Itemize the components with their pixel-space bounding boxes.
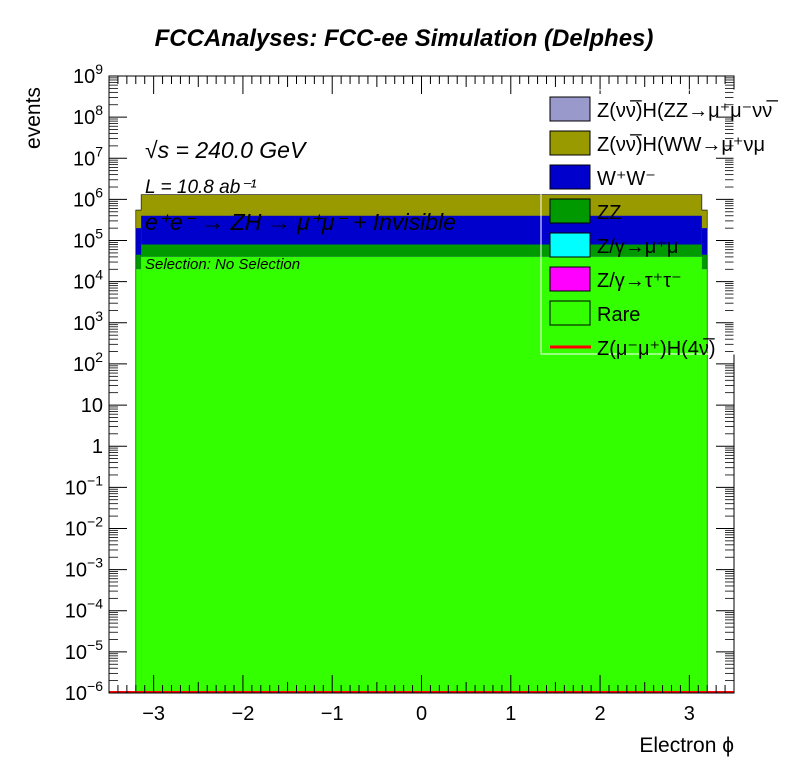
legend-swatch xyxy=(549,232,591,258)
y-tick-label: 107 xyxy=(73,143,103,170)
y-axis-label: events xyxy=(22,87,45,149)
legend-label: Z(νν̅)H(WW→μ⁺νμ xyxy=(597,133,765,156)
axes: −3 −2 −1 0 1 2 3 10−6 10−5 10−4 10−3 10−2 10−1 1 10 102… xyxy=(65,61,735,725)
y-tick-label: 10−3 xyxy=(65,555,103,582)
legend: Z(νν̅)H(ZZ→μ⁺μ⁻νν̅ Z(νν̅)H(WW→μ⁺νμ W⁺W⁻ ZZ Z… xyxy=(540,89,778,360)
x-tick-label: −2 xyxy=(232,703,255,725)
legend-label: Z(νν̅)H(ZZ→μ⁺μ⁻νν̅ xyxy=(597,99,778,122)
legend-label: Z(μ⁻μ⁺)H(4ν̅) xyxy=(597,337,716,360)
legend-label: ZZ xyxy=(597,202,621,224)
legend-swatch xyxy=(549,300,591,326)
bar-Rare-bin-2 xyxy=(701,269,708,693)
legend-swatch xyxy=(549,96,591,122)
y-tick-label: 108 xyxy=(73,102,103,129)
x-tick-label: 3 xyxy=(684,703,695,725)
x-tick-label: 0 xyxy=(416,703,427,725)
chart-title: FCCAnalyses: FCC-ee Simulation (Delphes) xyxy=(155,25,654,52)
legend-swatch xyxy=(549,266,591,292)
x-tick-label: −3 xyxy=(142,703,165,725)
annotations: √s = 240.0 GeV L = 10.8 ab⁻¹ e⁺e⁻ → ZH →… xyxy=(145,137,456,273)
lumi-annotation: L = 10.8 ab⁻¹ xyxy=(145,177,257,198)
x-tick-label: 1 xyxy=(505,703,516,725)
legend-label: Z/γ→μ⁺μ xyxy=(597,236,678,258)
y-tick-label: 106 xyxy=(73,184,103,211)
y-tick-label: 10−6 xyxy=(65,678,103,705)
x-axis-label: Electron ϕ xyxy=(639,734,734,757)
x-tick-label: −1 xyxy=(321,703,344,725)
selection-annotation: Selection: No Selection xyxy=(145,256,300,273)
y-tick-label: 103 xyxy=(73,308,103,335)
y-tick-label: 105 xyxy=(73,226,103,253)
x-tick-label: 2 xyxy=(595,703,606,725)
energy-annotation: √s = 240.0 GeV xyxy=(145,137,308,163)
legend-frame xyxy=(540,89,735,355)
y-tick-label: 104 xyxy=(73,267,103,294)
y-tick-label: 10−2 xyxy=(65,513,103,540)
bar-Rare-bin-1 xyxy=(141,256,702,693)
y-tick-label: 1 xyxy=(92,436,103,458)
legend-swatch xyxy=(549,198,591,224)
y-tick-label: 10−5 xyxy=(65,637,103,664)
stack-outline xyxy=(135,194,708,693)
legend-swatch xyxy=(549,164,591,190)
legend-label: Rare xyxy=(597,304,640,326)
y-tick-label: 102 xyxy=(73,349,103,376)
bar-Rare-bin-0 xyxy=(135,269,142,693)
histogram-stack xyxy=(109,194,734,693)
legend-label: W⁺W⁻ xyxy=(597,168,656,190)
y-tick-label: 10−1 xyxy=(65,472,103,499)
legend-swatch xyxy=(549,130,591,156)
y-tick-label: 10 xyxy=(81,395,103,417)
legend-label: Z/γ→τ⁺τ⁻ xyxy=(597,270,682,292)
y-tick-label: 10−4 xyxy=(65,596,103,623)
y-tick-label: 109 xyxy=(73,61,103,88)
process-annotation: e⁺e⁻ → ZH → μ⁺μ⁻ + Invisible xyxy=(145,209,456,235)
